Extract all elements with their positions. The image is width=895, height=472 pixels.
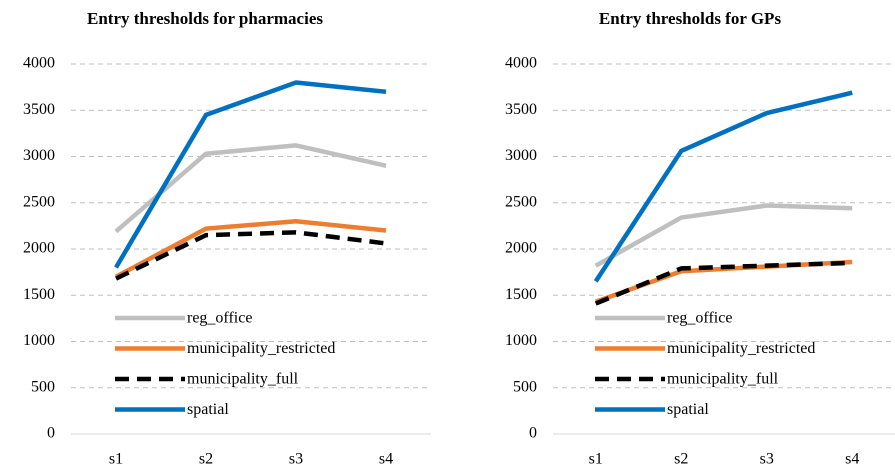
x-tick-label: s1 [589,451,603,468]
x-tick-label: s4 [379,451,393,468]
x-tick-label: s2 [674,451,688,468]
series-line [594,203,853,268]
y-tick-label: 4000 [23,55,55,72]
y-tick-label: 2000 [23,240,55,257]
legend-label: municipality_full [187,371,299,388]
series-line [114,143,387,234]
x-tick-label: s4 [845,451,859,468]
x-tick-label: s3 [289,451,303,468]
y-tick-label: 1000 [23,332,55,349]
chart-title: Entry thresholds for GPs [599,9,782,28]
x-tick-label: s3 [760,451,774,468]
series-line [114,80,387,269]
x-tick-label: s2 [199,451,213,468]
series-line [115,230,387,281]
legend-label: reg_office [187,310,252,327]
y-tick-label: 2500 [23,193,55,210]
legend-label: reg_office [667,310,732,327]
series-line [593,90,853,283]
y-tick-label: 2000 [505,240,537,257]
chart-title: Entry thresholds for pharmacies [87,9,323,28]
y-tick-label: 0 [529,425,537,442]
y-tick-label: 3500 [23,101,55,118]
y-tick-label: 1500 [23,286,55,303]
y-tick-label: 4000 [505,55,537,72]
legend-label: spatial [667,401,709,418]
y-tick-label: 0 [47,425,55,442]
y-tick-label: 3000 [505,147,537,164]
x-tick-label: s1 [109,451,123,468]
series-line [114,219,387,279]
legend-label: municipality_restricted [667,340,815,357]
legend-label: municipality_full [667,371,779,388]
y-tick-label: 1000 [505,332,537,349]
y-tick-label: 500 [31,378,55,395]
y-tick-label: 3500 [505,101,537,118]
legend-label: municipality_restricted [187,340,335,357]
y-tick-label: 500 [513,378,537,395]
y-tick-label: 1500 [505,286,537,303]
legend-label: spatial [187,401,229,418]
y-tick-label: 2500 [505,193,537,210]
y-tick-label: 3000 [23,147,55,164]
series-line [594,260,853,306]
